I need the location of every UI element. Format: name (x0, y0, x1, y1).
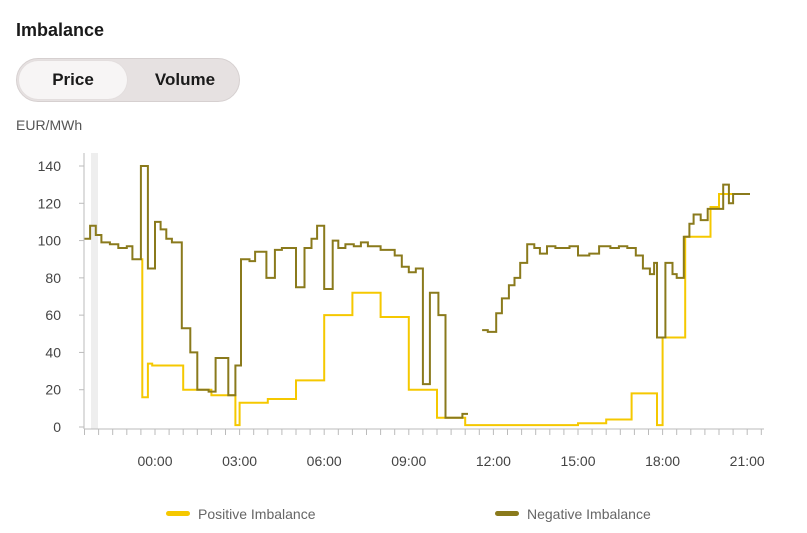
x-tick-label: 06:00 (307, 453, 342, 469)
series-line-positive-imbalance (140, 193, 739, 427)
x-tick-label: 09:00 (391, 453, 426, 469)
series-group (84, 165, 750, 427)
x-tick-label: 15:00 (560, 453, 595, 469)
y-tick-label: 0 (53, 419, 61, 435)
series-line-negative-imbalance-1 (84, 165, 468, 419)
legend-label-negative: Negative Imbalance (527, 506, 651, 522)
x-tick-label: 18:00 (645, 453, 680, 469)
y-axis: 0 20 40 60 80 100 120 140 (38, 153, 85, 435)
y-tick-label: 140 (38, 158, 62, 174)
y-tick-label: 40 (45, 344, 61, 360)
x-axis: 00:00 03:00 06:00 09:00 12:00 15:00 18:00 21:00 (84, 428, 765, 469)
page-title: Imbalance (16, 20, 105, 40)
y-axis-unit-label: EUR/MWh (16, 117, 83, 133)
x-tick-label: 03:00 (222, 453, 257, 469)
y-tick-label: 60 (45, 307, 61, 323)
legend-swatch-negative (495, 510, 519, 516)
legend-swatch-positive (166, 510, 190, 516)
x-tick-label: 12:00 (476, 453, 511, 469)
y-tick-label: 80 (45, 270, 61, 286)
x-tick-label: 00:00 (137, 453, 172, 469)
toggle-option-volume[interactable]: Volume (154, 70, 216, 89)
legend-label-positive: Positive Imbalance (198, 506, 316, 522)
toggle-option-price[interactable]: Price (19, 61, 127, 99)
plot-hover-band (91, 153, 98, 429)
y-tick-label: 100 (38, 233, 62, 249)
y-tick-label: 120 (38, 195, 62, 211)
price-volume-toggle[interactable]: Price Volume (16, 58, 240, 102)
legend-item-positive[interactable]: Positive Imbalance (166, 506, 316, 522)
legend-item-negative[interactable]: Negative Imbalance (495, 506, 651, 522)
series-line-negative-imbalance-2 (482, 183, 750, 339)
y-tick-label: 20 (45, 382, 61, 398)
x-tick-label: 21:00 (730, 453, 765, 469)
